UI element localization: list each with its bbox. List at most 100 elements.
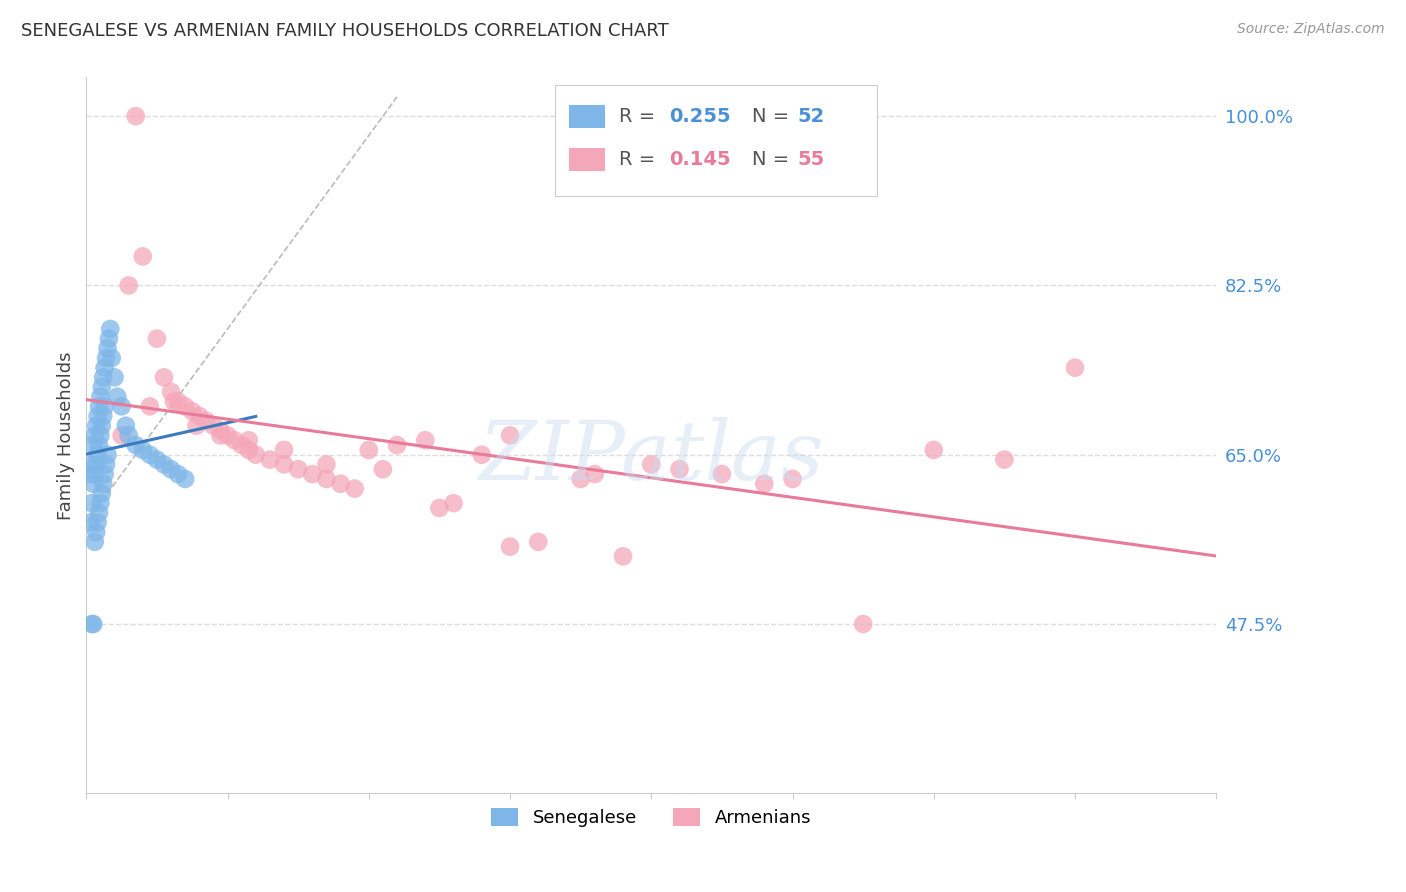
Point (89, 428, 111, 442)
Point (668, 462, 690, 476)
FancyBboxPatch shape (569, 148, 605, 171)
Point (499, 428, 522, 442)
Point (413, 434, 436, 448)
Point (97, 332, 120, 346)
Point (139, 400, 162, 414)
Text: R =: R = (619, 107, 661, 127)
Point (118, 428, 141, 442)
Point (160, 462, 183, 476)
FancyBboxPatch shape (569, 105, 605, 128)
Point (93, 360, 115, 375)
Point (86, 409, 108, 423)
Point (80, 496, 103, 510)
Point (922, 442, 945, 457)
Point (91, 476, 114, 491)
Point (569, 472, 592, 486)
Point (80, 617, 103, 632)
Point (499, 540, 522, 554)
Point (80, 458, 103, 472)
Point (90, 418, 112, 433)
Point (146, 452, 169, 467)
Point (98, 322, 121, 336)
Point (852, 617, 875, 632)
Point (94, 351, 117, 365)
Point (993, 452, 1015, 467)
Point (782, 472, 804, 486)
Text: Source: ZipAtlas.com: Source: ZipAtlas.com (1237, 22, 1385, 37)
Point (105, 390, 128, 404)
Point (612, 549, 634, 564)
Point (132, 442, 155, 457)
Point (132, 249, 155, 263)
Point (640, 458, 662, 472)
Point (315, 458, 337, 472)
Text: 52: 52 (797, 107, 824, 127)
Point (315, 472, 337, 486)
Point (125, 109, 148, 123)
Point (163, 394, 186, 409)
Text: R =: R = (619, 150, 661, 169)
Text: 0.255: 0.255 (669, 107, 731, 127)
Point (287, 462, 309, 476)
Point (209, 428, 232, 442)
Point (167, 394, 190, 409)
Point (103, 370, 125, 384)
Point (160, 384, 183, 399)
Point (87, 438, 110, 452)
Point (82, 617, 104, 632)
Point (245, 448, 267, 462)
Point (89, 390, 111, 404)
Text: N =: N = (752, 150, 796, 169)
Legend: Senegalese, Armenians: Senegalese, Armenians (484, 801, 818, 834)
Point (82, 438, 104, 452)
Point (238, 434, 260, 448)
Point (83, 534, 105, 549)
Point (273, 458, 295, 472)
Point (273, 442, 295, 457)
Point (231, 438, 253, 452)
Point (471, 448, 494, 462)
Point (174, 400, 197, 414)
Text: N =: N = (752, 107, 796, 127)
Point (84, 458, 107, 472)
Point (153, 370, 176, 384)
Text: ZIPatlas: ZIPatlas (478, 417, 824, 497)
Point (153, 458, 176, 472)
Point (443, 496, 465, 510)
Point (87, 400, 110, 414)
Point (429, 500, 451, 515)
Point (527, 534, 550, 549)
Point (710, 467, 733, 481)
Point (217, 428, 239, 442)
Point (90, 486, 112, 500)
Point (83, 467, 105, 481)
Point (186, 418, 208, 433)
Point (84, 525, 107, 540)
Point (385, 438, 408, 452)
Point (93, 400, 115, 414)
Point (583, 467, 606, 481)
Point (90, 380, 112, 394)
Point (146, 332, 169, 346)
Point (86, 516, 108, 530)
Point (181, 404, 204, 418)
Point (1064, 360, 1087, 375)
Point (100, 351, 122, 365)
Point (754, 476, 776, 491)
Point (301, 467, 323, 481)
Point (115, 418, 138, 433)
Point (174, 472, 197, 486)
Text: 0.145: 0.145 (669, 150, 731, 169)
Point (125, 438, 148, 452)
Point (93, 467, 115, 481)
Point (91, 370, 114, 384)
Text: SENEGALESE VS ARMENIAN FAMILY HOUSEHOLDS CORRELATION CHART: SENEGALESE VS ARMENIAN FAMILY HOUSEHOLDS… (21, 22, 669, 40)
Point (110, 400, 132, 414)
Point (259, 452, 281, 467)
Point (209, 424, 232, 438)
Point (167, 467, 190, 481)
Point (94, 458, 117, 472)
Point (202, 418, 225, 433)
Point (79, 467, 101, 481)
Text: 55: 55 (797, 150, 824, 169)
